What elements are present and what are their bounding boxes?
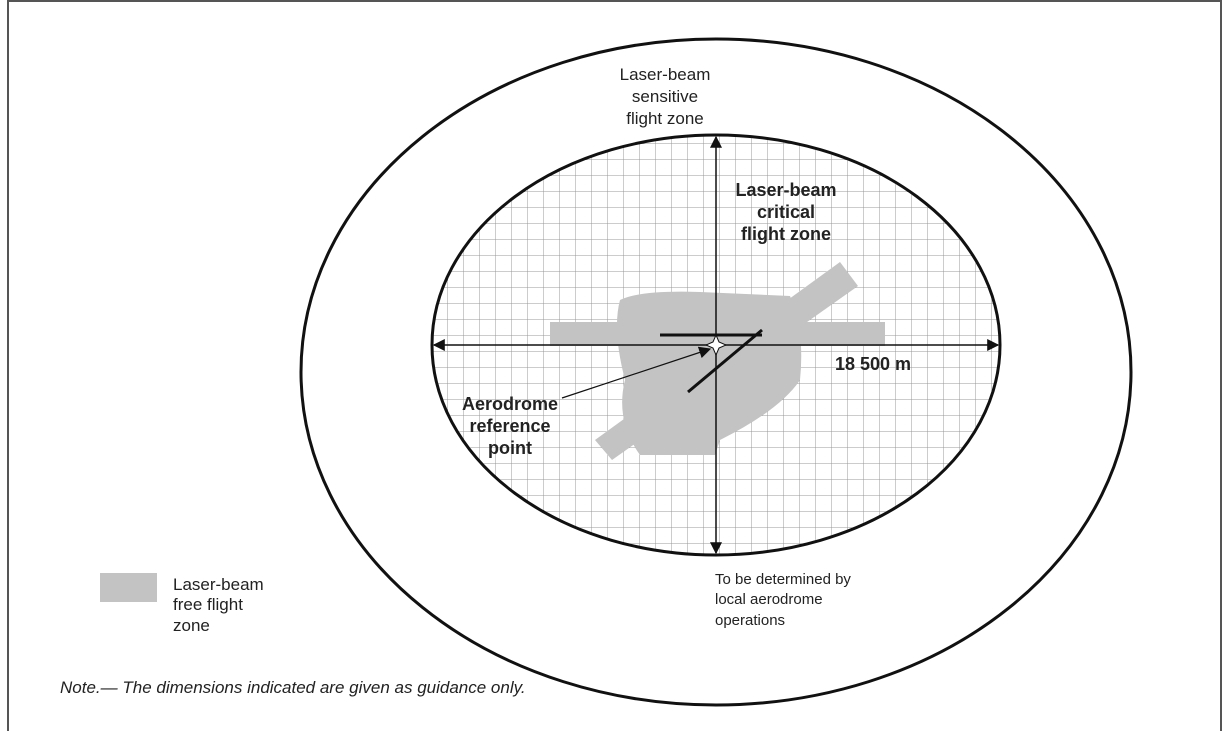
label: reference (469, 416, 550, 436)
label: Laser-beam (620, 65, 711, 84)
label: critical (757, 202, 815, 222)
label: point (488, 438, 532, 458)
critical-zone (430, 133, 1002, 557)
label: To be determined by (715, 571, 851, 588)
label: sensitive (632, 87, 698, 106)
sensitive-zone (299, 37, 1133, 707)
distance-label: 18 500 m (835, 354, 911, 374)
frame (7, 0, 1222, 731)
legend-label: free flight (173, 595, 243, 614)
legend-label: Laser-beam (173, 575, 264, 594)
label: flight zone (626, 109, 704, 128)
label: operations (715, 612, 785, 629)
reference-star (704, 333, 728, 357)
reference-arrow (561, 346, 712, 399)
legend-label: zone (173, 616, 210, 635)
label: flight zone (741, 224, 831, 244)
legend-swatch (100, 573, 157, 602)
label: Laser-beam (735, 180, 836, 200)
label: local aerodrome (715, 591, 823, 608)
label: Aerodrome (462, 394, 558, 414)
note: Note.— The dimensions indicated are give… (60, 678, 526, 697)
